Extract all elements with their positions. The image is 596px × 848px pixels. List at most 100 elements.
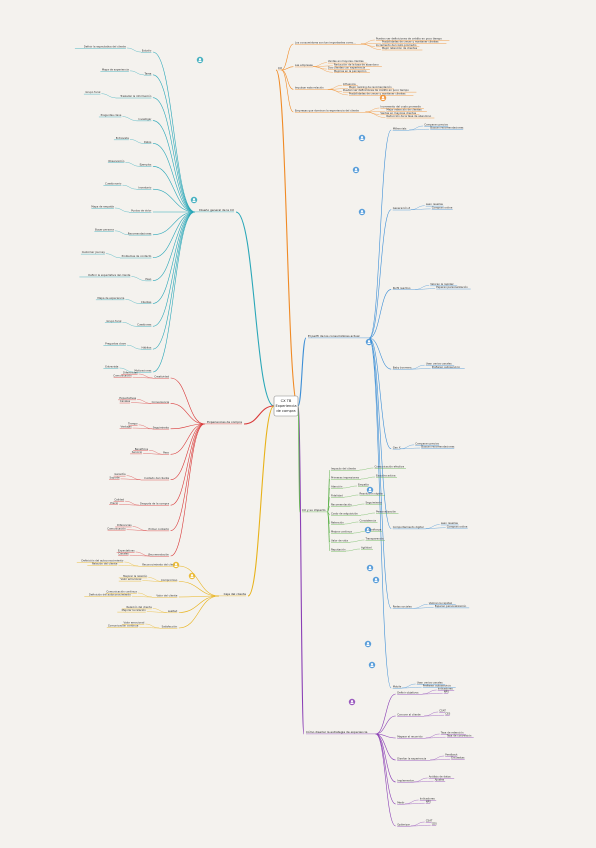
yellow-leaf[interactable]: Valor emocional [121,577,142,581]
yellow-branch-label[interactable]: Caja del cliente [224,592,247,596]
cyan-leaf[interactable]: Grupo focal [106,319,121,323]
cyan-node[interactable]: Cuestiones [137,323,152,327]
orange-node[interactable]: Las empresas [295,63,314,67]
cyan-node[interactable]: Datos [144,140,152,144]
orange-leaf[interactable]: Reducción de la tasa de abandono [334,62,379,66]
cyan-leaf[interactable]: Definir la expectativa del cliente [84,45,127,49]
purple-leaf[interactable]: Tasa de conversión [447,734,472,738]
purple-leaf[interactable]: Feedback [445,753,458,757]
blue-node[interactable]: Mobile [393,684,402,688]
root-box[interactable] [273,395,299,417]
blue-node[interactable]: Millennials [393,126,407,130]
green-leaf[interactable]: Resolución rápida [360,492,383,496]
purple-leaf[interactable]: Tasa de retención [441,731,464,735]
green-leaf[interactable]: Confianza [369,528,382,532]
red-node[interactable]: Recomendación [148,552,169,556]
cyan-leaf[interactable]: Entrevista [116,136,130,140]
yellow-leaf[interactable]: Relación del cliente [92,562,118,566]
orange-branch-label[interactable]: CX [278,66,282,70]
red-node[interactable]: Cuidado del cliente [144,476,169,480]
red-node[interactable]: Seguimiento [153,425,170,429]
red-leaf[interactable]: Tiempo [128,421,138,425]
orange-leaf[interactable]: Incremento del costo promedio [376,43,417,47]
purple-leaf[interactable]: CES [445,712,450,716]
red-node[interactable]: Primer contacto [148,527,169,531]
blue-leaf[interactable]: Comparan precios [424,123,448,127]
blue-branch-label[interactable]: El perfil de los consumidores actual [308,334,360,338]
cyan-leaf[interactable]: Definir la expectativa del cliente [88,273,131,277]
blue-leaf[interactable]: Esperan personalización [436,285,468,289]
cyan-branch-label[interactable]: Diseño general de la CX [199,208,234,212]
orange-leaf[interactable]: Mejor ranking de recomendación [349,85,392,89]
blue-leaf[interactable]: Compran online [432,205,453,209]
orange-leaf[interactable]: Mejor retención de clientes [382,46,418,50]
blue-leaf[interactable]: Buscan recomendaciones [421,445,455,449]
green-node[interactable]: Retención [331,520,344,524]
red-leaf[interactable]: Canales [118,552,129,556]
purple-leaf[interactable]: NPS [444,690,450,694]
green-leaf[interactable]: Comunicación efectiva [375,465,405,469]
blue-leaf[interactable]: Usan varios canales [417,681,444,685]
orange-node[interactable]: Los consumidores son tan importantes com… [295,40,356,44]
orange-leaf[interactable]: Posibilidades de crecer y mantener clien… [349,91,406,95]
cyan-leaf[interactable]: Grupo focal [85,90,100,94]
green-node[interactable]: Fidelidad [331,493,343,497]
yellow-leaf[interactable]: Relación del cliente [126,605,152,609]
purple-leaf[interactable]: CSAT [439,709,446,713]
green-leaf[interactable]: Consistencia [360,519,377,523]
cyan-node[interactable]: Hábitos [142,346,153,350]
red-leaf[interactable]: Calidad [114,498,124,502]
purple-node[interactable]: Diseñar la experiencia [397,756,426,760]
cyan-node[interactable]: Trasladar la información [120,94,152,98]
yellow-leaf[interactable]: Definición del autoconocimiento [89,593,131,597]
green-leaf[interactable]: Seguimiento [366,501,383,505]
root-node[interactable]: CX TB Experiencia de compra [273,395,299,417]
cyan-node[interactable]: Motivaciones [134,368,152,372]
purple-leaf[interactable]: NPS [426,800,432,804]
orange-leaf[interactable]: Pueden ver definiciones de crédito en po… [376,37,442,41]
green-leaf[interactable]: Personalización [376,510,396,514]
red-leaf[interactable]: Soporte [109,475,120,479]
purple-leaf[interactable]: Indicadores [438,687,454,691]
blue-leaf[interactable]: Comparan precios [415,441,439,445]
cyan-leaf[interactable]: Mapa de empatía [91,205,114,209]
cyan-node[interactable]: Problemas de contacto [122,254,152,258]
cyan-leaf[interactable]: Preguntas clave [101,113,122,117]
blue-node[interactable]: Baby boomers [393,366,412,370]
yellow-leaf[interactable]: Comunicación continua [106,590,137,594]
blue-leaf[interactable]: Leen reseñas [441,521,459,525]
cyan-node[interactable]: Inventario [138,186,152,190]
blue-node[interactable]: Redes sociales [393,605,413,609]
green-leaf[interactable]: Transparencia [366,537,384,541]
blue-leaf[interactable]: Prefieren autoservicio [432,365,461,369]
red-leaf[interactable]: Precio [110,501,118,505]
blue-node[interactable]: Gen X [393,445,401,449]
cyan-leaf[interactable]: Mapa de experiencia [102,67,129,71]
cyan-node[interactable]: Ejemplos [140,163,152,167]
cyan-node[interactable]: Puntos de dolor [131,208,152,212]
red-leaf[interactable]: Ventajas [121,425,133,429]
cyan-leaf[interactable]: Cuestionario [105,182,122,186]
purple-node[interactable]: Medir [397,800,405,804]
cyan-node[interactable]: Clientes [141,300,152,304]
purple-leaf[interactable]: Encuestas [451,756,465,760]
yellow-leaf[interactable]: Definición del autoconocimiento [81,559,123,563]
blue-leaf[interactable]: Prefieren autoservicio [423,684,452,688]
blue-node[interactable]: Perfil reactivo [393,286,411,290]
blue-leaf[interactable]: Leen reseñas [426,202,444,206]
cyan-leaf[interactable]: Entrevista [105,365,119,369]
red-leaf[interactable]: Comunicación [107,526,126,530]
orange-leaf[interactable]: Incremento del costo promedio [380,105,421,109]
red-leaf[interactable]: Servicio [132,450,143,454]
cyan-leaf[interactable]: Mapa de experiencia [97,296,124,300]
yellow-leaf[interactable]: Mejorar la relación [123,574,147,578]
purple-leaf[interactable]: Indicadores [420,797,436,801]
cyan-node[interactable]: Tarea [144,71,151,75]
orange-leaf[interactable]: Ventas en mayores clientes [380,111,416,115]
blue-leaf[interactable]: Esperan personalización [435,604,467,608]
cyan-node[interactable]: Recomendaciones [128,231,152,235]
green-leaf[interactable]: Escucha activa [376,474,396,478]
orange-leaf[interactable]: Ventas en mayores clientes [328,59,364,63]
purple-leaf[interactable]: Ajustes [435,778,445,782]
red-branch-label[interactable]: Experiencias de compra [207,420,242,424]
